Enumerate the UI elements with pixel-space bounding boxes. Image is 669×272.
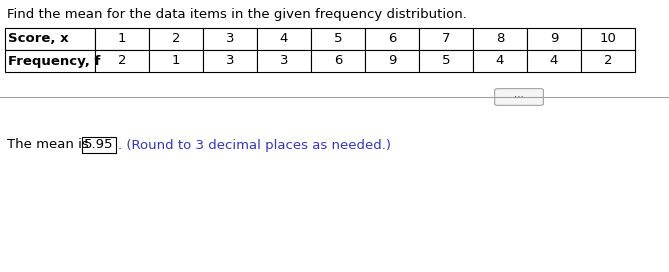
Text: 5.95: 5.95: [84, 138, 114, 152]
Text: 4: 4: [550, 54, 558, 67]
Text: 2: 2: [603, 54, 612, 67]
Text: 9: 9: [550, 32, 558, 45]
Text: Find the mean for the data items in the given frequency distribution.: Find the mean for the data items in the …: [7, 8, 467, 21]
Text: 3: 3: [280, 54, 288, 67]
Text: 7: 7: [442, 32, 450, 45]
Text: 8: 8: [496, 32, 504, 45]
Text: 4: 4: [280, 32, 288, 45]
Text: 1: 1: [118, 32, 126, 45]
Text: 3: 3: [225, 54, 234, 67]
Text: Score, x: Score, x: [7, 32, 68, 45]
Text: 2: 2: [118, 54, 126, 67]
Text: ⋯: ⋯: [514, 92, 524, 102]
Text: 5: 5: [334, 32, 343, 45]
Text: 4: 4: [496, 54, 504, 67]
Text: The mean is: The mean is: [7, 138, 93, 152]
Text: 6: 6: [334, 54, 342, 67]
Text: . (Round to 3 decimal places as needed.): . (Round to 3 decimal places as needed.): [118, 138, 391, 152]
Text: 2: 2: [172, 32, 180, 45]
Text: 1: 1: [172, 54, 180, 67]
Text: 10: 10: [599, 32, 616, 45]
Text: 6: 6: [388, 32, 396, 45]
Text: 9: 9: [388, 54, 396, 67]
Text: 3: 3: [225, 32, 234, 45]
Text: Frequency, f: Frequency, f: [7, 54, 100, 67]
Text: 5: 5: [442, 54, 450, 67]
